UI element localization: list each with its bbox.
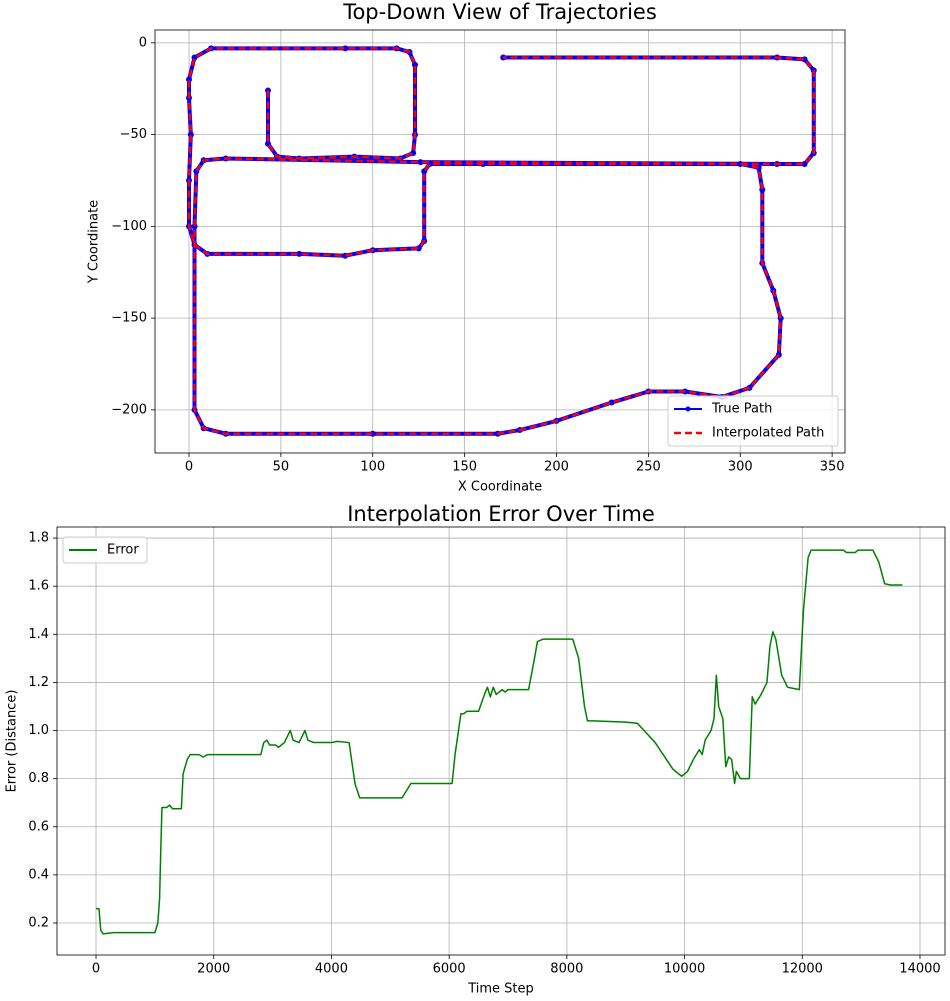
- x-tick-label: 2000: [197, 962, 230, 977]
- legend-box: [62, 536, 148, 564]
- x-tick-label: 50: [273, 460, 290, 475]
- y-tick-label: −200: [111, 402, 147, 417]
- legend-box: [667, 395, 839, 447]
- y-tick-label: 0.6: [28, 819, 49, 834]
- point-marker: [187, 131, 194, 138]
- legend-label: Error: [107, 543, 139, 558]
- legend-label: True Path: [711, 402, 772, 417]
- x-tick-label: 250: [636, 460, 661, 475]
- y-tick-label: 1.0: [28, 723, 49, 738]
- point-marker: [801, 160, 808, 167]
- x-tick-label: 0: [185, 460, 193, 475]
- chart-title: Interpolation Error Over Time: [347, 502, 655, 526]
- point-marker: [417, 159, 424, 166]
- point-marker: [185, 76, 192, 83]
- legend-label: Interpolated Path: [712, 426, 824, 441]
- series-line: [186, 46, 816, 436]
- x-tick-label: 10000: [664, 962, 705, 977]
- y-tick-label: 1.2: [28, 675, 49, 690]
- plot-frame: [154, 29, 846, 454]
- y-tick-label: 0: [139, 35, 147, 50]
- point-marker: [415, 245, 422, 252]
- y-tick-label: −150: [111, 311, 147, 326]
- x-tick-label: 100: [360, 460, 385, 475]
- y-tick-label: −100: [111, 219, 147, 234]
- x-tick-label: 0: [92, 962, 100, 977]
- x-axis-label: X Coordinate: [458, 480, 542, 495]
- y-axis-label: Error (Distance): [5, 690, 20, 793]
- y-tick-label: 1.4: [28, 627, 49, 642]
- y-tick-label: 0.8: [28, 771, 49, 786]
- x-tick-label: 350: [820, 460, 845, 475]
- x-tick-label: 300: [728, 460, 753, 475]
- point-marker: [412, 61, 419, 68]
- point-marker: [265, 87, 272, 94]
- x-tick-label: 200: [544, 460, 569, 475]
- x-tick-label: 4000: [315, 962, 348, 977]
- x-tick-label: 150: [452, 460, 477, 475]
- point-marker: [296, 250, 303, 257]
- legend-marker: [685, 406, 691, 412]
- x-tick-label: 14000: [899, 962, 940, 977]
- y-axis-label: Y Coordinate: [87, 200, 102, 284]
- y-tick-label: 1.6: [28, 579, 49, 594]
- y-tick-label: 0.4: [28, 867, 49, 882]
- series-line: [96, 549, 903, 935]
- x-tick-label: 12000: [782, 962, 823, 977]
- chart-title: Top-Down View of Trajectories: [342, 0, 657, 24]
- x-axis-label: Time Step: [467, 982, 534, 997]
- y-tick-label: 0.2: [28, 916, 49, 931]
- point-marker: [191, 223, 198, 230]
- point-marker: [500, 54, 507, 61]
- y-tick-label: 1.8: [28, 531, 49, 546]
- legend: Error: [62, 536, 148, 564]
- series-line: [187, 47, 816, 435]
- legend: True Path Interpolated Path: [667, 395, 839, 447]
- point-marker: [369, 430, 376, 437]
- x-tick-label: 8000: [550, 962, 583, 977]
- y-tick-label: −50: [120, 127, 147, 142]
- point-marker: [342, 45, 349, 52]
- point-marker: [801, 56, 808, 63]
- x-tick-label: 6000: [433, 962, 466, 977]
- plot-frame: [56, 526, 946, 956]
